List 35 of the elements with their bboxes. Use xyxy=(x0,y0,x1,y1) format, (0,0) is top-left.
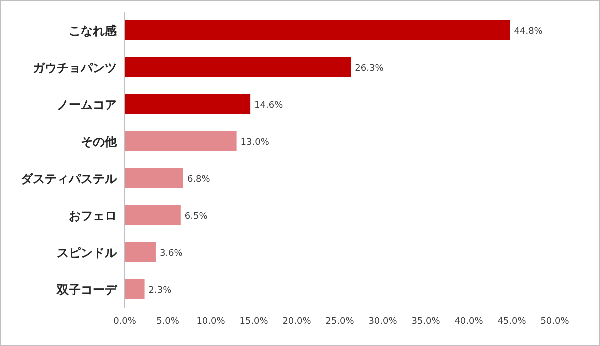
data-label: 44.8% xyxy=(514,27,544,37)
bar xyxy=(125,20,510,40)
bar xyxy=(125,58,352,78)
x-tick-label: 5.0% xyxy=(156,317,180,327)
x-tick-label: 45.0% xyxy=(498,317,527,327)
y-tick-label: 双子コーデ xyxy=(56,283,118,297)
bar xyxy=(125,242,156,262)
x-tick-label: 50.0% xyxy=(540,317,570,327)
data-label: 14.6% xyxy=(254,101,284,111)
x-tick-label: 40.0% xyxy=(454,317,484,327)
x-tick-label: 25.0% xyxy=(326,317,355,327)
x-tick-label: 0.0% xyxy=(114,317,137,327)
y-tick-label: ガウチョパンツ xyxy=(33,61,117,75)
x-tick-label: 20.0% xyxy=(282,317,312,327)
bar xyxy=(125,132,237,152)
x-tick-label: 10.0% xyxy=(196,317,226,327)
y-tick-label: その他 xyxy=(81,135,118,149)
data-label: 13.0% xyxy=(240,138,270,148)
data-label: 26.3% xyxy=(355,64,384,74)
x-tick-label: 35.0% xyxy=(412,317,441,327)
x-tick-label: 30.0% xyxy=(368,317,398,327)
bar xyxy=(125,280,145,300)
y-tick-label: ノームコア xyxy=(57,98,117,112)
y-tick-label: ダスティパステル xyxy=(21,172,118,186)
data-label: 6.8% xyxy=(187,175,211,185)
data-label: 2.3% xyxy=(148,286,172,296)
data-label: 3.6% xyxy=(160,249,184,259)
bar xyxy=(125,206,181,226)
data-label: 6.5% xyxy=(184,212,208,222)
y-tick-label: おフェロ xyxy=(69,209,117,223)
bar xyxy=(125,168,184,188)
y-tick-label: こなれ感 xyxy=(69,24,118,38)
x-tick-label: 15.0% xyxy=(240,317,269,327)
bar xyxy=(125,94,251,114)
y-tick-label: スピンドル xyxy=(57,246,118,260)
